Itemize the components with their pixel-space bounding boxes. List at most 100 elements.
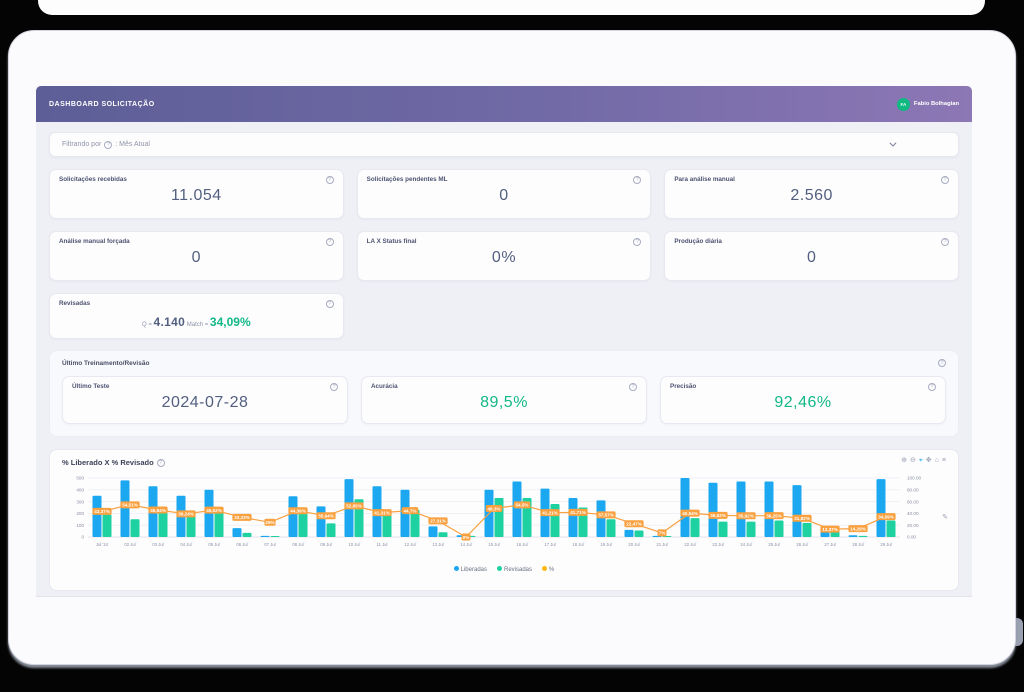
info-icon[interactable] bbox=[325, 176, 334, 184]
svg-text:05 Jul: 05 Jul bbox=[208, 542, 219, 547]
edit-pencil-icon[interactable]: ✎ bbox=[942, 514, 948, 521]
svg-text:21 Jul: 21 Jul bbox=[656, 542, 667, 547]
zoom-in-icon[interactable]: ⊕ bbox=[901, 457, 907, 464]
training-section-title: Último Treinamento/Revisão bbox=[62, 359, 150, 367]
user-name: Fabio Bolhagian bbox=[913, 101, 959, 107]
svg-text:36,62%: 36,62% bbox=[710, 513, 726, 518]
svg-text:100.00: 100.00 bbox=[907, 476, 921, 481]
legend-dot-blue bbox=[453, 566, 459, 571]
kpi-value: 2.560 bbox=[790, 187, 833, 204]
svg-text:15 Jul: 15 Jul bbox=[488, 542, 499, 547]
svg-text:45,84%: 45,84% bbox=[150, 508, 166, 513]
info-icon[interactable] bbox=[940, 238, 949, 246]
filter-value: : Mês Atual bbox=[115, 141, 150, 148]
svg-text:37,57%: 37,57% bbox=[598, 513, 614, 518]
info-icon[interactable] bbox=[938, 359, 946, 367]
svg-text:44,7%: 44,7% bbox=[403, 508, 416, 513]
svg-text:25%: 25% bbox=[265, 520, 274, 525]
svg-text:08 Jul: 08 Jul bbox=[292, 542, 303, 547]
info-icon[interactable] bbox=[629, 383, 637, 391]
menu-icon[interactable]: ≡ bbox=[941, 457, 946, 464]
kpi-value: 0% bbox=[491, 249, 517, 266]
info-icon[interactable] bbox=[928, 383, 936, 391]
filter-select[interactable]: Filtrando por : Mês Atual bbox=[49, 132, 959, 157]
kpi-card-solicitacoes-recebidas: Solicitações recebidas 11.054 bbox=[49, 169, 344, 219]
svg-text:43,37%: 43,37% bbox=[94, 509, 110, 514]
info-icon[interactable] bbox=[325, 300, 334, 308]
page-title: DASHBOARD SOLICITAÇÃO bbox=[49, 100, 155, 108]
kpi-value: 0 bbox=[499, 187, 509, 204]
chevron-down-icon[interactable] bbox=[889, 139, 897, 147]
info-icon[interactable] bbox=[156, 458, 165, 467]
svg-text:0%: 0% bbox=[463, 535, 470, 540]
svg-text:03 Jul: 03 Jul bbox=[152, 542, 163, 547]
svg-text:52,65%: 52,65% bbox=[346, 504, 362, 509]
svg-text:27,31%: 27,31% bbox=[430, 519, 446, 524]
svg-text:13,37%: 13,37% bbox=[822, 527, 838, 532]
training-card-value-1: 89,5% bbox=[480, 394, 528, 411]
avatar[interactable]: FA bbox=[896, 97, 910, 111]
legend-item-liberadas[interactable]: Liberadas bbox=[453, 566, 487, 573]
info-icon[interactable] bbox=[633, 238, 642, 246]
revisadas-values: Q = 4.140 Match = 34,09% bbox=[59, 315, 334, 329]
kpi-label: Solicitações pendentes ML bbox=[366, 176, 448, 183]
kpi-card-producao-diaria: Produção diária 0 bbox=[664, 231, 959, 281]
svg-text:400: 400 bbox=[76, 488, 84, 493]
kpi-label: Análise manual forçada bbox=[59, 238, 130, 245]
svg-text:54,5%: 54,5% bbox=[515, 503, 528, 508]
kpi-card-analise-manual: Para análise manual 2.560 bbox=[664, 169, 959, 219]
kpi-card-pendentes-ml: Solicitações pendentes ML 0 bbox=[356, 169, 652, 219]
info-icon[interactable] bbox=[325, 238, 334, 246]
kpi-row-2: Análise manual forçada 0 LA X Status fin… bbox=[49, 231, 959, 281]
training-label: Último Teste bbox=[72, 383, 110, 390]
svg-text:39,24%: 39,24% bbox=[178, 512, 194, 517]
svg-text:0.00: 0.00 bbox=[907, 535, 916, 540]
zoom-out-icon[interactable]: ⊖ bbox=[909, 457, 916, 464]
svg-text:02 Jul: 02 Jul bbox=[124, 542, 135, 547]
filter-label: Filtrando por bbox=[62, 141, 102, 148]
svg-text:26 Jul: 26 Jul bbox=[796, 542, 807, 547]
q-value: 4.140 bbox=[153, 315, 186, 329]
info-icon[interactable] bbox=[940, 176, 949, 184]
svg-text:200: 200 bbox=[76, 511, 84, 516]
svg-text:60.00: 60.00 bbox=[907, 499, 919, 504]
training-cards: Último Teste 2024-07-28 Acurácia 89,5% P… bbox=[62, 376, 946, 424]
kpi-value: 11.054 bbox=[170, 187, 222, 204]
match-label: Match = bbox=[186, 322, 209, 328]
pan-icon[interactable]: ✥ bbox=[925, 457, 932, 464]
info-icon[interactable] bbox=[104, 140, 113, 149]
svg-text:13 Jul: 13 Jul bbox=[432, 542, 443, 547]
kpi-card-analise-forcada: Análise manual forçada 0 bbox=[49, 231, 344, 281]
training-label: Acurácia bbox=[371, 383, 398, 390]
svg-text:22 Jul: 22 Jul bbox=[684, 542, 695, 547]
svg-text:11 Jul: 11 Jul bbox=[377, 542, 388, 547]
svg-text:300: 300 bbox=[76, 499, 84, 504]
chart-title: % Liberado X % Revisado bbox=[62, 458, 154, 467]
legend-item-pct[interactable]: % bbox=[542, 566, 554, 573]
svg-text:40.00: 40.00 bbox=[907, 511, 919, 516]
svg-text:100: 100 bbox=[76, 523, 84, 528]
kpi-label: Solicitações recebidas bbox=[59, 176, 127, 183]
svg-text:12 Jul: 12 Jul bbox=[404, 542, 415, 547]
chart-canvas[interactable]: 0 100 200 300 400 500 0.00 20.00 40.00 60.00 80.00… bbox=[62, 473, 946, 561]
chart-legend[interactable]: Liberadas Revisadas % bbox=[62, 566, 946, 573]
user-menu[interactable]: FA Fabio Bolhagian bbox=[896, 97, 959, 111]
kpi-card-la-status-final: LA X Status final 0% bbox=[356, 231, 652, 281]
training-card-acuracia: Acurácia 89,5% bbox=[361, 376, 647, 424]
app-body: Filtrando por : Mês Atual Solicitações r… bbox=[36, 122, 972, 597]
chart-section: % Liberado X % Revisado ⊕ ⊖ ⌖ ✥ ⌂ ≡ 0 100… bbox=[49, 449, 959, 591]
svg-text:54,51%: 54,51% bbox=[122, 503, 138, 508]
svg-text:35,94%: 35,94% bbox=[318, 514, 334, 519]
kpi-value: 0 bbox=[806, 249, 817, 266]
info-icon[interactable] bbox=[330, 383, 338, 391]
svg-text:33,33%: 33,33% bbox=[234, 515, 250, 520]
training-label: Precisão bbox=[670, 383, 697, 390]
chart-area: 0 100 200 300 400 500 0.00 20.00 40.00 60.00 80.00… bbox=[62, 473, 948, 573]
legend-item-revisadas[interactable]: Revisadas bbox=[497, 566, 532, 573]
info-icon[interactable] bbox=[633, 176, 642, 184]
home-icon[interactable]: ⌂ bbox=[934, 457, 939, 464]
zoom-select-icon[interactable]: ⌖ bbox=[918, 457, 923, 464]
dashboard-screen: DASHBOARD SOLICITAÇÃO FA Fabio Bolhagian… bbox=[36, 86, 972, 597]
training-card-value-0: 2024-07-28 bbox=[161, 394, 249, 411]
device-side-button bbox=[1013, 618, 1023, 646]
